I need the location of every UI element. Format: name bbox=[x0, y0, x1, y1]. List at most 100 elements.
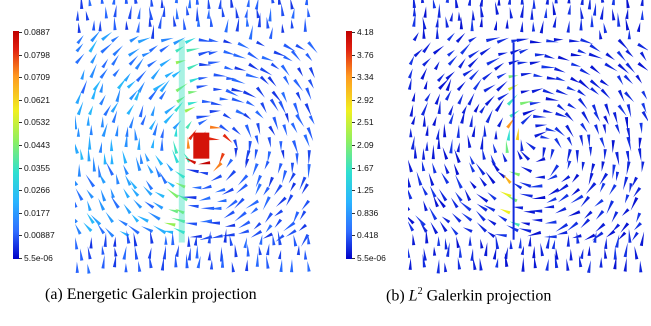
vector-arrow bbox=[98, 20, 102, 32]
vector-arrow bbox=[290, 19, 294, 29]
vector-arrow bbox=[175, 60, 186, 65]
vector-arrow bbox=[126, 80, 136, 89]
colorbar-tick-mark bbox=[19, 54, 22, 56]
vector-arrow bbox=[122, 150, 128, 164]
vector-arrow bbox=[135, 156, 142, 172]
vector-arrow bbox=[589, 43, 601, 52]
vector-arrow bbox=[301, 234, 310, 247]
vector-arrow bbox=[163, 112, 175, 124]
vector-arrow bbox=[272, 234, 276, 246]
vector-arrow bbox=[625, 150, 630, 165]
vector-arrow bbox=[469, 155, 475, 165]
vector-arrow bbox=[123, 203, 132, 215]
vector-arrow bbox=[266, 16, 270, 29]
vector-arrow bbox=[518, 237, 522, 249]
vector-arrow bbox=[88, 135, 92, 150]
vector-arrow bbox=[209, 125, 222, 129]
vector-arrow bbox=[556, 103, 566, 112]
vector-arrow bbox=[469, 162, 476, 173]
vector-arrow bbox=[479, 257, 483, 271]
vector-arrow bbox=[185, 169, 199, 174]
vector-arrow bbox=[246, 243, 250, 257]
vector-arrow bbox=[308, 115, 315, 125]
vector-arrow bbox=[468, 50, 480, 59]
vector-arrow bbox=[160, 0, 164, 9]
vector-arrow bbox=[234, 244, 238, 258]
vector-arrow bbox=[220, 233, 235, 237]
vector-arrow bbox=[133, 232, 138, 247]
vector-arrow bbox=[555, 183, 569, 194]
vector-arrow bbox=[173, 140, 179, 154]
vector-arrow bbox=[124, 0, 128, 4]
vector-arrow bbox=[150, 67, 161, 80]
vector-arrow bbox=[437, 3, 441, 18]
vector-arrow bbox=[135, 70, 147, 83]
vector-arrow bbox=[187, 204, 199, 209]
vector-arrow bbox=[499, 191, 512, 198]
vector-arrow bbox=[128, 116, 134, 129]
vector-arrow bbox=[231, 77, 246, 84]
vector-arrow bbox=[484, 95, 495, 106]
vector-arrow bbox=[445, 78, 452, 92]
vector-arrow bbox=[617, 231, 627, 241]
vector-arrow bbox=[263, 186, 270, 196]
vector-arrow bbox=[112, 68, 120, 77]
vector-arrow bbox=[459, 16, 463, 30]
vector-arrow bbox=[277, 163, 283, 174]
vector-arrow bbox=[509, 7, 513, 19]
colorbar-tick-label: 0.0532 bbox=[24, 117, 50, 128]
vector-arrow bbox=[188, 91, 198, 95]
vector-arrow bbox=[507, 0, 511, 5]
vector-arrow bbox=[267, 137, 271, 148]
vector-arrow bbox=[133, 199, 143, 209]
vector-arrow bbox=[90, 53, 97, 64]
vector-arrow bbox=[250, 207, 259, 215]
vector-arrow bbox=[415, 215, 426, 227]
vector-arrow bbox=[420, 67, 428, 80]
vector-arrow bbox=[99, 82, 104, 93]
vector-arrow bbox=[291, 7, 295, 19]
vector-arrow bbox=[455, 174, 463, 189]
vector-arrow bbox=[606, 200, 614, 215]
vector-arrow bbox=[283, 221, 296, 232]
vector-arrow bbox=[512, 182, 523, 190]
vector-arrow bbox=[125, 20, 129, 30]
vector-arrow bbox=[290, 162, 295, 174]
vector-arrow bbox=[174, 0, 178, 4]
vector-arrow bbox=[604, 62, 618, 72]
vector-arrow bbox=[566, 234, 570, 247]
vector-arrow bbox=[437, 135, 441, 149]
vector-arrow bbox=[480, 134, 484, 150]
vector-arrow bbox=[286, 194, 294, 206]
vector-arrow bbox=[450, 197, 459, 209]
vector-arrow bbox=[152, 122, 158, 136]
vector-arrow bbox=[531, 195, 546, 199]
vector-arrow bbox=[432, 116, 437, 127]
vector-arrow bbox=[110, 195, 120, 209]
vector-arrow bbox=[580, 218, 591, 229]
vector-arrow bbox=[612, 112, 618, 125]
vector-arrow bbox=[101, 58, 109, 69]
vector-arrow bbox=[269, 98, 279, 112]
vector-arrow bbox=[479, 105, 486, 114]
vector-arrow bbox=[498, 52, 508, 57]
colorbar-tick-label: 0.0355 bbox=[24, 162, 50, 173]
vector-arrow bbox=[89, 63, 97, 79]
vector-arrow bbox=[497, 0, 501, 6]
colorbar-tick-label: 0.0443 bbox=[24, 140, 50, 150]
vector-arrow bbox=[218, 152, 225, 165]
vector-arrow bbox=[166, 162, 174, 172]
vector-arrow bbox=[567, 102, 577, 110]
colorbar-a bbox=[13, 31, 19, 259]
vector-arrow bbox=[206, 8, 210, 19]
vector-arrow bbox=[421, 160, 426, 172]
vector-arrow bbox=[520, 245, 524, 256]
vector-arrow bbox=[187, 63, 200, 71]
vector-arrow bbox=[255, 174, 262, 188]
vector-arrow bbox=[450, 226, 459, 236]
vector-arrow bbox=[304, 0, 309, 6]
vector-arrow bbox=[613, 245, 617, 260]
vector-arrow bbox=[100, 42, 113, 54]
vector-arrow bbox=[412, 32, 419, 42]
vector-arrow bbox=[226, 158, 234, 168]
